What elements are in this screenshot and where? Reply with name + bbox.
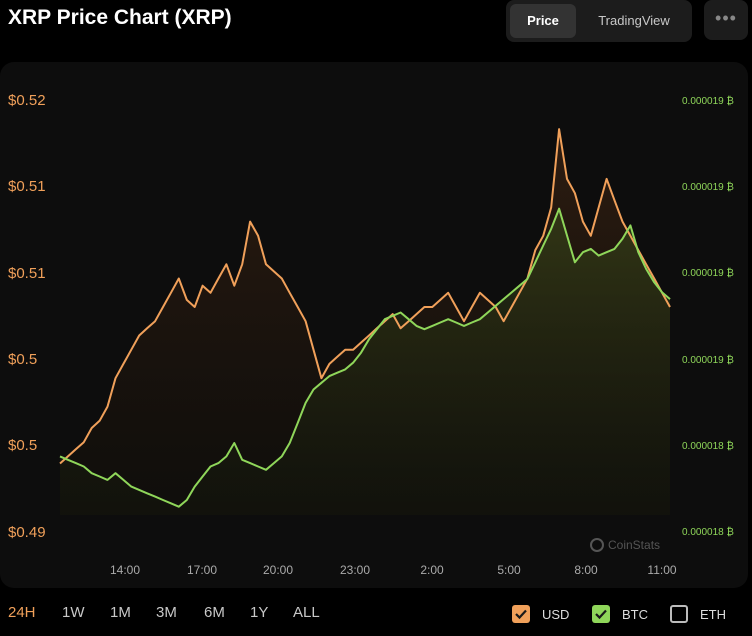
legend-label: ETH (700, 607, 726, 622)
y-left-tick: $0.52 (8, 92, 46, 109)
page-title: XRP Price Chart (XRP) (8, 6, 232, 29)
y-left-tick: $0.51 (8, 265, 46, 282)
range-24h[interactable]: 24H (8, 604, 36, 621)
x-tick: 20:00 (262, 563, 294, 577)
legend-usd[interactable]: USD (512, 604, 582, 624)
range-1y[interactable]: 1Y (250, 604, 269, 621)
range-1w[interactable]: 1W (62, 604, 85, 621)
price-chart[interactable] (0, 62, 748, 588)
check-icon (595, 609, 607, 620)
y-right-tick: 0.000018 ₿ (682, 527, 734, 538)
x-tick: 2:00 (420, 563, 444, 577)
x-tick: 11:00 (647, 563, 677, 577)
x-tick: 8:00 (574, 563, 598, 577)
tradingview-tab[interactable]: TradingView (598, 13, 670, 28)
legend-label: BTC (622, 607, 648, 622)
y-left-tick: $0.5 (8, 437, 38, 454)
range-6m[interactable]: 6M (204, 604, 225, 621)
range-1m[interactable]: 1M (110, 604, 131, 621)
watermark-text: CoinStats (608, 538, 661, 552)
range-3m[interactable]: 3M (156, 604, 177, 621)
y-right-tick: 0.000019 ₿ (682, 96, 734, 107)
price-tab[interactable]: Price (510, 4, 576, 38)
usd-checkbox[interactable] (512, 605, 530, 623)
y-left-tick: $0.49 (8, 524, 46, 541)
y-right-tick: 0.000019 ₿ (682, 182, 734, 193)
coinstats-watermark: CoinStats (590, 538, 660, 552)
x-tick: 5:00 (497, 563, 521, 577)
series-line-btc (59, 207, 671, 508)
x-tick: 14:00 (109, 563, 141, 577)
x-tick: 17:00 (186, 563, 218, 577)
series-line-usd (59, 128, 671, 465)
eth-checkbox[interactable] (670, 605, 688, 623)
more-options-button[interactable]: ••• (704, 0, 748, 40)
y-right-tick: 0.000019 ₿ (682, 355, 734, 366)
btc-checkbox[interactable] (592, 605, 610, 623)
legend-label: USD (542, 607, 570, 622)
y-right-tick: 0.000019 ₿ (682, 268, 734, 279)
series-area-btc (60, 208, 670, 515)
x-tick: 23:00 (339, 563, 371, 577)
y-left-tick: $0.51 (8, 178, 46, 195)
y-left-tick: $0.5 (8, 351, 38, 368)
legend-eth[interactable]: ETH (670, 604, 740, 624)
coinstats-logo-icon (590, 538, 604, 552)
range-all[interactable]: ALL (293, 604, 320, 621)
check-icon (515, 609, 527, 620)
view-toggle: Price TradingView (506, 0, 692, 42)
y-right-tick: 0.000018 ₿ (682, 441, 734, 452)
legend-btc[interactable]: BTC (592, 604, 662, 624)
